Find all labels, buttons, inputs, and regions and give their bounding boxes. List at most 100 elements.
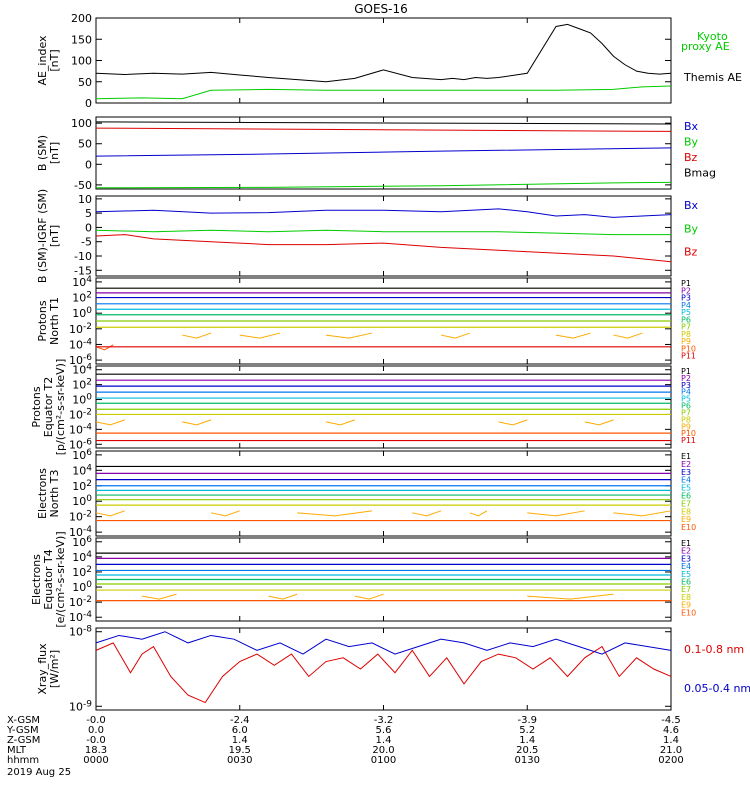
x-axis-value: -0.0 [86, 715, 106, 726]
y-axis-label: Protons [36, 300, 49, 341]
y-tick-label: 100 [71, 55, 92, 68]
y-tick-label: -5 [81, 236, 92, 249]
legend-entry: P1 [681, 279, 691, 288]
x-axis-value: -4.5 [661, 715, 681, 726]
legend-entry: E4 [681, 476, 691, 485]
series-line [95, 127, 672, 132]
legend-entry: Kyoto [697, 30, 728, 43]
legend-entry: P8 [681, 330, 691, 339]
legend-entry: P9 [681, 422, 691, 431]
y-tick-label: 10-4 [69, 337, 92, 351]
legend-entry: E7 [681, 499, 691, 508]
x-axis-value: 6.0 [232, 725, 248, 736]
x-axis-value: -3.9 [517, 715, 537, 726]
legend-entry: P6 [681, 402, 691, 411]
y-axis-label: [nT] [48, 142, 61, 164]
y-axis-label: Electrons [30, 554, 43, 605]
panel-frame [95, 116, 672, 190]
y-axis-label: [nT] [48, 225, 61, 247]
y-tick-label: 50 [78, 76, 92, 89]
series-line [354, 593, 384, 600]
series-line [325, 419, 355, 426]
legend-entry: E1 [681, 539, 691, 548]
x-axis-value: 0030 [227, 755, 252, 766]
y-tick-label: -50 [74, 179, 92, 192]
y-tick-label: 100 [72, 580, 92, 594]
legend-entry: E5 [681, 570, 691, 579]
y-tick-label: 104 [72, 363, 92, 377]
y-tick-label: 10-4 [69, 610, 92, 624]
x-axis-value: 18.3 [85, 745, 107, 756]
y-tick-label: 10-4 [69, 525, 92, 539]
series-line [469, 510, 488, 517]
x-axis-value: 0.0 [88, 725, 104, 736]
x-axis-value: 5.2 [519, 725, 535, 736]
series-line [613, 510, 672, 517]
panel-xray: 10-8 10-9 Xray_flux [W/m²] 0.1-0.8 nm 0.05-0.… [36, 625, 750, 714]
x-axis-value: 20.5 [516, 745, 538, 756]
legend-entry: P9 [681, 337, 691, 346]
legend-entry: P2 [681, 374, 691, 383]
series-line [297, 510, 373, 517]
legend-entry: P2 [681, 286, 691, 295]
y-tick-label: 100 [72, 494, 92, 508]
legend-entry: P11 [681, 352, 696, 361]
x-axis-row-label: Y-GSM [6, 725, 39, 736]
series-line [95, 631, 672, 655]
x-axis-value: 0200 [658, 755, 683, 766]
x-axis-row-label: hhmm [7, 755, 39, 766]
y-axis-label: [p/(cm²-s-sr-keV)] [54, 359, 67, 456]
legend-entry: P7 [681, 323, 691, 332]
y-tick-label: 102 [72, 565, 92, 579]
y-tick-label: 102 [72, 378, 92, 392]
legend-entry: P3 [681, 381, 691, 390]
y-tick-label: 0 [85, 158, 92, 171]
y-axis-label: Protons [30, 386, 43, 427]
legend-entry: By [684, 136, 699, 149]
date-label: 2019 Aug 25 [7, 767, 71, 778]
legend-entry: 0.1-0.8 nm [684, 643, 744, 656]
x-axis-value: 0000 [83, 755, 108, 766]
legend-entry: By [684, 222, 699, 235]
y-tick-label: 200 [71, 12, 92, 25]
legend-entry: P10 [681, 429, 696, 438]
legend-entry: E9 [681, 515, 691, 524]
y-tick-label: 104 [72, 550, 92, 564]
panel-frame [95, 195, 672, 277]
x-axis-value: 21.0 [660, 745, 682, 756]
series-line [440, 332, 470, 339]
legend-entry: P11 [681, 436, 696, 445]
x-axis-value: 19.5 [229, 745, 251, 756]
legend-entry: E2 [681, 547, 691, 556]
y-tick-label: 10-2 [69, 510, 92, 524]
x-axis-row-label: MLT [7, 745, 27, 756]
legend-entry: E1 [681, 452, 691, 461]
legend-entry: P10 [681, 344, 696, 353]
x-axis-value: 1.4 [376, 735, 392, 746]
legend-entry: Bx [684, 199, 699, 212]
panel-bsm: -50 0 50 100 B (SM) [nT] Bx By Bz Bmag [36, 116, 716, 192]
legend-entry: Bz [684, 151, 698, 164]
y-axis-label: Electrons [36, 468, 49, 519]
x-axis-row-label: Z-GSM [7, 735, 40, 746]
x-axis-value: -2.4 [230, 715, 250, 726]
y-tick-label: -10 [74, 250, 92, 263]
x-axis-value: -3.2 [374, 715, 394, 726]
y-axis-label: North T1 [48, 297, 61, 345]
legend-entry: 0.05-0.4 nm [684, 682, 750, 695]
y-axis-label: [e/(cm²-s-sr-keV)] [54, 531, 67, 627]
y-axis-label: B (SM)-IGRF (SM) [36, 189, 49, 283]
series-line [412, 510, 442, 517]
series-line [325, 332, 373, 339]
legend-entry: E3 [681, 554, 691, 563]
legend-entry: P4 [681, 301, 691, 310]
series-line [95, 147, 672, 157]
y-tick-label: 100 [72, 393, 92, 407]
legend-entry: proxy AE [681, 40, 730, 53]
y-tick-label: 10 [78, 193, 92, 206]
legend-entry: Bmag [684, 167, 716, 180]
